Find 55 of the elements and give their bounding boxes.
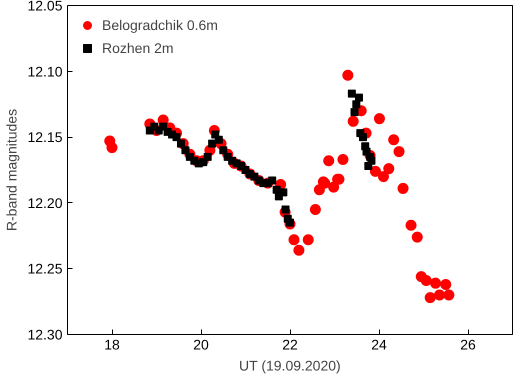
point [172,133,181,142]
point [354,94,363,102]
point [208,140,216,148]
y-tick-label: 12.25 [27,260,63,277]
point [293,244,304,256]
point [358,133,367,142]
point [350,108,359,116]
point [337,154,348,165]
point [412,232,423,243]
point [430,278,442,289]
point [288,234,300,246]
point [181,146,190,154]
point [378,171,389,182]
point [383,163,394,174]
point [342,70,354,81]
x-tick-label: 24 [371,336,387,352]
point [204,152,212,161]
x-tick-label: 18 [104,336,120,352]
y-axis-title: R-band magnitudes [3,108,20,232]
y-tick-label: 12.05 [27,0,63,14]
point [348,90,356,98]
point [310,204,321,215]
point [420,275,432,286]
x-axis-title: UT (19.09.2020) [239,358,341,374]
point [388,134,400,146]
legend-label: Rozhen 2m [102,40,174,56]
y-tick-label: 12.30 [27,326,63,342]
x-tick-label: 22 [282,336,298,352]
point [370,166,381,177]
point [374,113,385,124]
point [398,182,409,194]
point [424,292,436,304]
point [434,290,446,301]
point [106,142,118,154]
point [443,290,454,301]
point [214,136,223,144]
point [406,220,417,231]
point [323,155,334,166]
point [282,205,290,214]
point [219,146,228,154]
point [176,140,185,148]
y-tick-label: 12.15 [27,129,63,146]
point [286,218,294,227]
point [348,116,359,127]
point [367,156,376,165]
y-tick-label: 12.10 [27,63,63,80]
point [302,234,314,246]
legend-label: Belogradchik 0.6m [102,17,218,33]
point [328,182,340,193]
x-tick-label: 20 [193,336,209,352]
point [268,176,276,185]
y-tick-label: 12.20 [27,194,63,211]
x-tick-label: 26 [460,336,476,352]
point [394,146,405,158]
point [440,279,452,290]
